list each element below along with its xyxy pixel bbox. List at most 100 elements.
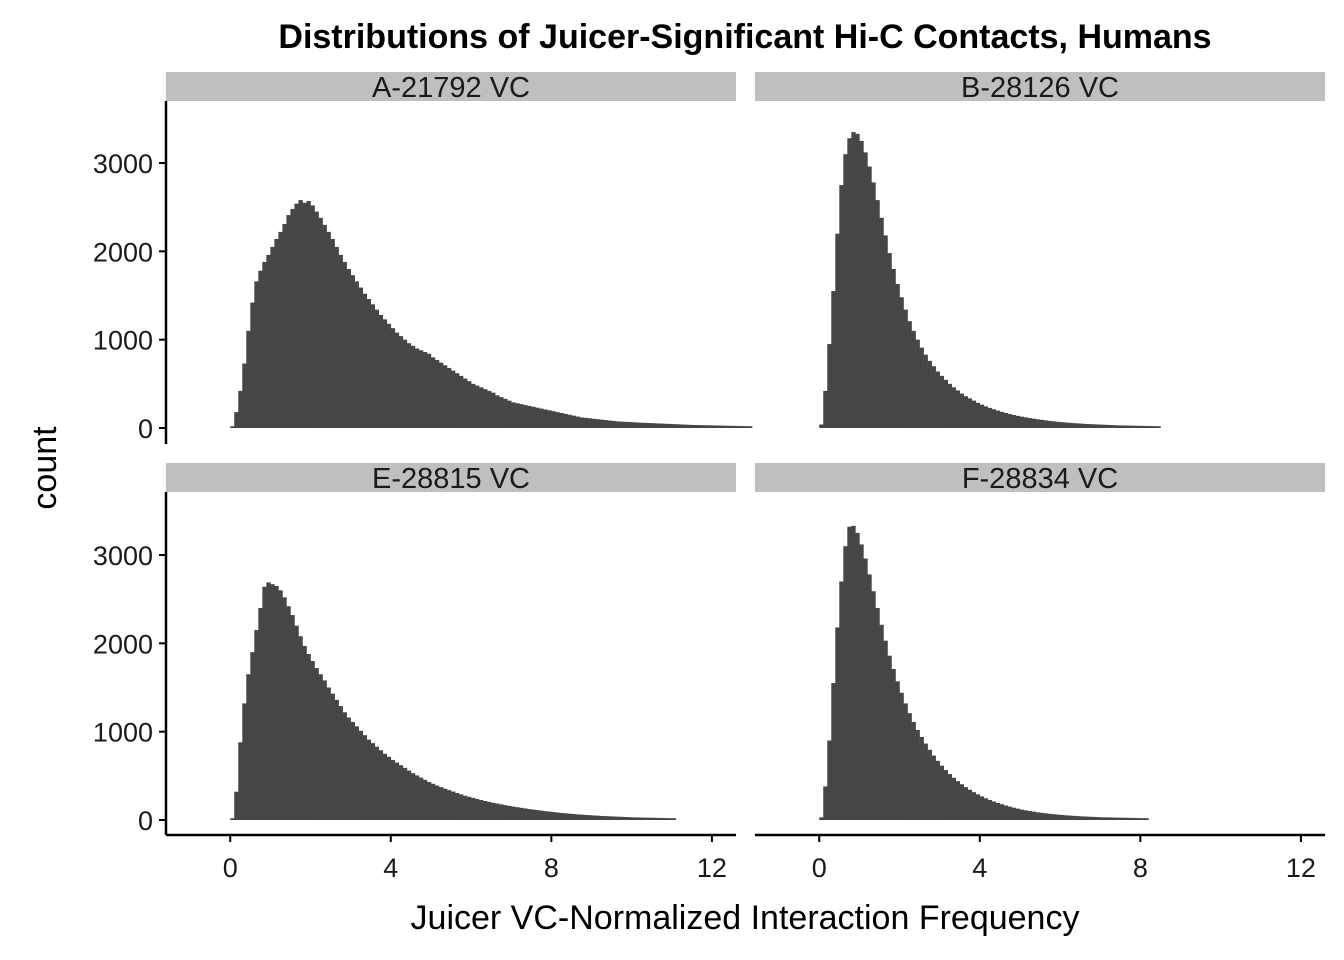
histogram-bar [1144,425,1149,428]
histogram-bar [290,208,295,428]
histogram-bar [863,152,868,428]
histogram-bar [879,624,884,820]
histogram-bar [1116,425,1121,428]
facet-panel: B-28126 VC [755,72,1325,429]
histogram-bar [451,370,456,428]
histogram-bar [591,815,596,820]
histogram-bar [1136,818,1141,820]
histogram-bar [1136,425,1141,428]
y-tick-label: 3000 [93,541,153,571]
histogram-bar [1108,425,1113,428]
histogram-bar [1048,813,1053,820]
facet-strip-label: F-28834 VC [962,463,1118,495]
histogram-bar [258,608,263,820]
histogram-bar [338,706,343,820]
histogram-bar [579,814,584,820]
histogram-bar [479,800,484,820]
facet-panel: F-28834 VC 0 4 8 12 [755,463,1325,883]
facet-strip [166,463,736,492]
histogram-bar [871,591,876,820]
histogram-bar [1120,817,1125,820]
histogram-bar [919,347,924,428]
histogram-bar [748,426,753,428]
histogram-bar [843,154,848,429]
histogram-bar [330,238,335,428]
histogram-bar [603,420,608,428]
y-axis-title: count [26,426,64,510]
histogram-bar [378,314,384,428]
histogram-bar [691,425,697,428]
histogram-bar [995,802,1001,820]
histogram-bar [246,674,251,820]
histogram-bar [398,765,404,820]
histogram-bar [1088,424,1093,428]
histogram-bar [855,532,860,820]
histogram-bar [995,410,1001,428]
histogram-bar [274,585,279,820]
histogram-bar [1144,818,1149,820]
histogram-bar [346,717,351,820]
histogram-bar [1132,817,1137,820]
histogram-bar [539,810,544,820]
histogram-bar [547,811,552,820]
histogram-bar [651,817,657,820]
histogram-bar [298,200,303,428]
histogram-bar [1132,425,1137,428]
histogram-bar [679,424,685,428]
histogram-bar [567,414,572,428]
histogram-bar [875,200,880,428]
histogram-bar [354,726,359,820]
histogram-bar [587,418,592,428]
histogram-bar [963,787,969,820]
facet-strip [755,463,1325,492]
histogram-bar [362,293,367,428]
histogram-bar [535,407,540,428]
histogram-bar [1092,816,1097,820]
histogram-bar [1007,414,1013,428]
histogram-bar [875,608,880,820]
histogram-bar [1128,425,1133,428]
histogram-bar [559,412,564,428]
histogram-bar [459,375,464,428]
histogram-bar [867,574,872,820]
histogram-bar [595,419,600,428]
histogram-bar [555,412,560,428]
histogram-bar [354,281,359,428]
histogram-bar [366,299,372,428]
histogram-bar [915,339,920,428]
histogram-bar [895,681,900,820]
histogram-bar [847,138,852,428]
histogram-bar [507,805,512,820]
histogram-bar [1064,422,1069,428]
histogram-bar [951,777,956,820]
histogram-bar [883,640,888,820]
histogram-bar [302,645,307,820]
histogram-bar [899,297,904,428]
histogram-bar [891,269,896,428]
histogram-bar [603,816,608,820]
histogram-bar [595,815,600,820]
histogram-bar [1112,817,1117,820]
histogram-bar [851,525,856,820]
histogram-bar [402,339,408,428]
histogram-bar [667,423,673,428]
histogram-bar [382,753,388,820]
histogram-bar [1003,805,1009,820]
histogram-bar [499,397,504,428]
histogram-bar [947,383,952,428]
histogram-bar [1011,807,1017,820]
histogram-bar [931,755,936,820]
histogram-bar [1116,817,1121,820]
histogram-bar [1048,420,1053,428]
histogram-bar [959,393,965,428]
x-axis-title: Juicer VC-Normalized Interaction Frequen… [411,899,1080,937]
histogram-bar [719,425,725,428]
histogram-bar [567,813,572,820]
histogram-bar [667,818,673,820]
histogram-bar [975,794,981,820]
histogram-bar [1056,421,1061,428]
histogram-bar [611,816,616,820]
x-tick-label: 8 [544,853,559,883]
histogram-bar [258,270,263,428]
y-tick-label: 2000 [93,237,153,267]
